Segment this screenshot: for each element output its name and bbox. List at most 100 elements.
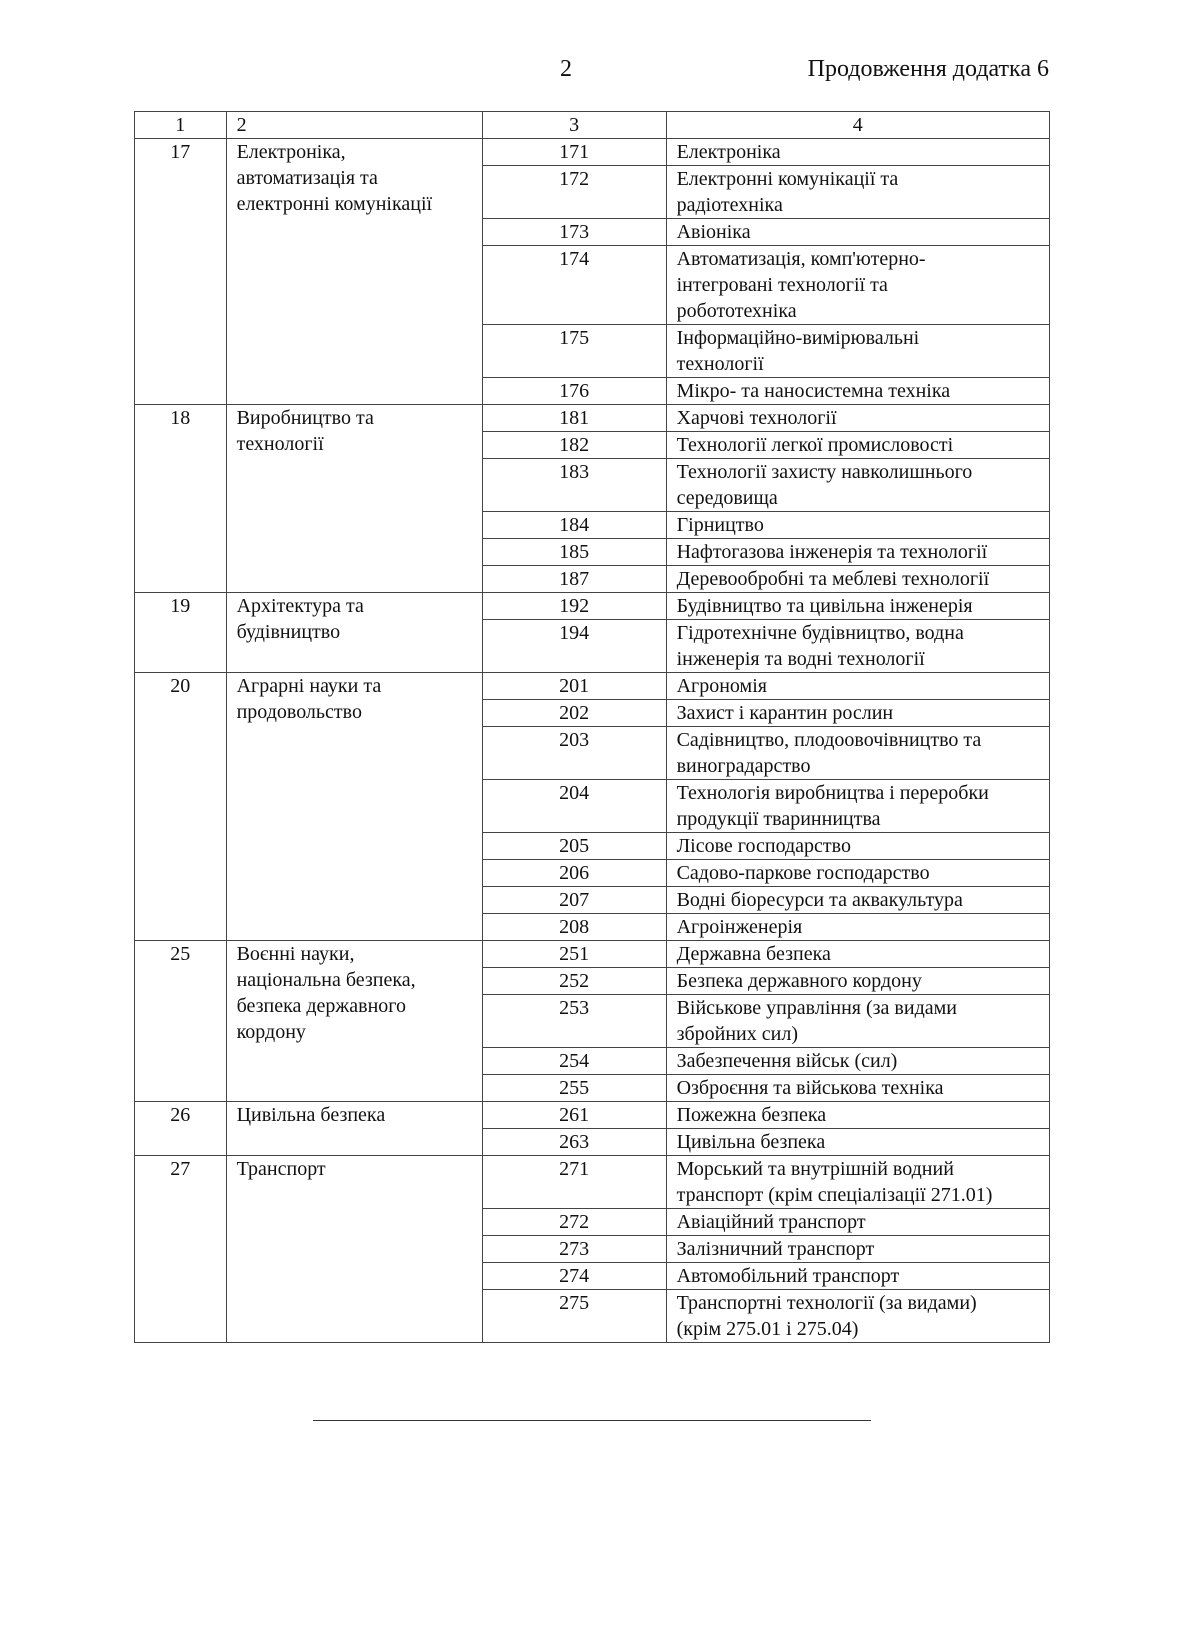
table-row: 182 Технології легкої промисловості xyxy=(135,431,1051,459)
group-name: Аграрні науки та продовольство xyxy=(225,672,483,941)
specialty-code: 261 xyxy=(481,1101,667,1129)
specialty-code: 206 xyxy=(481,859,667,887)
table-row: 273 Залізничний транспорт xyxy=(135,1235,1051,1263)
specialty-name: Будівництво та цивільна інженерія xyxy=(665,592,1051,620)
specialty-code: 272 xyxy=(481,1208,667,1236)
specialty-code: 182 xyxy=(481,431,667,459)
specialty-code: 274 xyxy=(481,1262,667,1290)
table-row: 204 Технологія виробництва і переробки пр… xyxy=(135,779,1051,833)
specialty-name: Авіоніка xyxy=(665,218,1051,246)
table-row: 18 Виробництво та технології 181 Харчові те… xyxy=(134,404,1051,593)
specialty-name: Гідротехнічне будівництво, водна інженер… xyxy=(665,619,1051,673)
group-name: Архітектура та будівництво xyxy=(225,592,483,673)
specialty-code: 183 xyxy=(481,458,667,512)
specialty-name: Захист і карантин рослин xyxy=(665,699,1051,727)
table-row: 194 Гідротехнічне будівництво, водна інже… xyxy=(135,619,1051,673)
specialty-name: Електроніка xyxy=(665,138,1051,166)
specialty-name: Садівництво, плодоовочівництво та виногр… xyxy=(665,726,1051,780)
specialty-code: 181 xyxy=(481,404,667,432)
table-row: 205 Лісове господарство xyxy=(135,832,1051,860)
table-row: 207 Водні біоресурси та аквакультура xyxy=(135,886,1051,914)
specialties-table: 1 2 3 4 17 Електроніка, автоматизація та … xyxy=(134,111,1051,1343)
specialty-name: Мікро- та наносистемна техніка xyxy=(665,377,1051,405)
specialty-name: Нафтогазова інженерія та технології xyxy=(665,538,1051,566)
specialty-code: 253 xyxy=(481,994,667,1048)
table-row: 175 Інформаційно-вимірювальні технології xyxy=(135,324,1051,378)
header-col-4: 4 xyxy=(665,111,1051,139)
bottom-divider xyxy=(313,1420,871,1421)
specialty-code: 271 xyxy=(481,1155,667,1209)
specialty-name: Цивільна безпека xyxy=(665,1128,1051,1156)
table-row: 19 Архітектура та будівництво 192 Будівницт… xyxy=(134,592,1051,673)
specialty-code: 208 xyxy=(481,913,667,941)
table-row: 183 Технології захисту навколишнього сере… xyxy=(135,458,1051,512)
table-row: 275 Транспортні технології (за видами) (к… xyxy=(135,1289,1051,1343)
specialty-code: 187 xyxy=(481,565,667,593)
specialty-name: Деревообробні та меблеві технології xyxy=(665,565,1051,593)
group-name: Виробництво та технології xyxy=(225,404,483,593)
group-code: 20 xyxy=(134,672,227,941)
specialty-code: 175 xyxy=(481,324,667,378)
table-row: 263 Цивільна безпека xyxy=(135,1128,1051,1156)
specialty-name: Технологія виробництва і переробки проду… xyxy=(665,779,1051,833)
table-row: 208 Агроінженерія xyxy=(135,913,1051,941)
table-header-row: 1 2 3 4 xyxy=(134,111,1051,139)
specialty-name: Озброєння та військова техніка xyxy=(665,1074,1051,1102)
specialty-name: Агрономія xyxy=(665,672,1051,700)
specialty-name: Лісове господарство xyxy=(665,832,1051,860)
specialty-code: 192 xyxy=(481,592,667,620)
specialty-name: Військове управління (за видами збройних… xyxy=(665,994,1051,1048)
specialty-code: 275 xyxy=(481,1289,667,1343)
table-row: 252 Безпека державного кордону xyxy=(135,967,1051,995)
table-row: 202 Захист і карантин рослин xyxy=(135,699,1051,727)
group-name: Цивільна безпека xyxy=(225,1101,483,1156)
specialty-code: 273 xyxy=(481,1235,667,1263)
page-number: 2 xyxy=(560,56,572,82)
group-code: 25 xyxy=(134,940,227,1102)
table-row: 206 Садово-паркове господарство xyxy=(135,859,1051,887)
group-name: Електроніка, автоматизація та електронні… xyxy=(225,138,483,405)
header-col-3: 3 xyxy=(481,111,667,139)
specialty-name: Водні біоресурси та аквакультура xyxy=(665,886,1051,914)
specialty-name: Державна безпека xyxy=(665,940,1051,968)
specialty-name: Електронні комунікації та радіотехніка xyxy=(665,165,1051,219)
header-col-2: 2 xyxy=(225,111,483,139)
specialty-name: Харчові технології xyxy=(665,404,1051,432)
specialty-code: 207 xyxy=(481,886,667,914)
table-row: 17 Електроніка, автоматизація та електрон… xyxy=(134,138,1051,405)
group-name: Воєнні науки, національна безпека, безпе… xyxy=(225,940,483,1102)
group-code: 27 xyxy=(134,1155,227,1343)
specialty-code: 255 xyxy=(481,1074,667,1102)
specialty-code: 194 xyxy=(481,619,667,673)
group-code: 19 xyxy=(134,592,227,673)
group-name: Транспорт xyxy=(225,1155,483,1343)
specialty-code: 185 xyxy=(481,538,667,566)
specialty-code: 204 xyxy=(481,779,667,833)
specialty-code: 202 xyxy=(481,699,667,727)
specialty-name: Автоматизація, комп'ютерно- інтегровані … xyxy=(665,245,1051,325)
table-row: 26 Цивільна безпека 261 Пожежна безпека xyxy=(134,1101,1051,1156)
specialty-name: Забезпечення військ (сил) xyxy=(665,1047,1051,1075)
group-code: 26 xyxy=(134,1101,227,1156)
specialty-code: 173 xyxy=(481,218,667,246)
table-row: 20 Аграрні науки та продовольство 201 Агрон… xyxy=(134,672,1051,941)
specialty-name: Технології легкої промисловості xyxy=(665,431,1051,459)
group-code: 18 xyxy=(134,404,227,593)
table-row: 255 Озброєння та військова техніка xyxy=(135,1074,1051,1102)
specialty-name: Залізничний транспорт xyxy=(665,1235,1051,1263)
specialty-code: 184 xyxy=(481,511,667,539)
table-row: 274 Автомобільний транспорт xyxy=(135,1262,1051,1290)
table-row: 25 Воєнні науки, національна безпека, без… xyxy=(134,940,1051,1102)
table-row: 203 Садівництво, плодоовочівництво та вин… xyxy=(135,726,1051,780)
specialty-name: Гірництво xyxy=(665,511,1051,539)
specialty-code: 205 xyxy=(481,832,667,860)
specialty-code: 171 xyxy=(481,138,667,166)
table-row: 172 Електронні комунікації та радіотехнік… xyxy=(135,165,1051,219)
table-row: 27 Транспорт 271 Морський та внутрішній вод… xyxy=(134,1155,1051,1343)
table-row: 272 Авіаційний транспорт xyxy=(135,1208,1051,1236)
specialty-code: 176 xyxy=(481,377,667,405)
header-col-1: 1 xyxy=(134,111,227,139)
specialty-name: Пожежна безпека xyxy=(665,1101,1051,1129)
table-row: 176 Мікро- та наносистемна техніка xyxy=(135,377,1051,405)
specialty-code: 174 xyxy=(481,245,667,325)
